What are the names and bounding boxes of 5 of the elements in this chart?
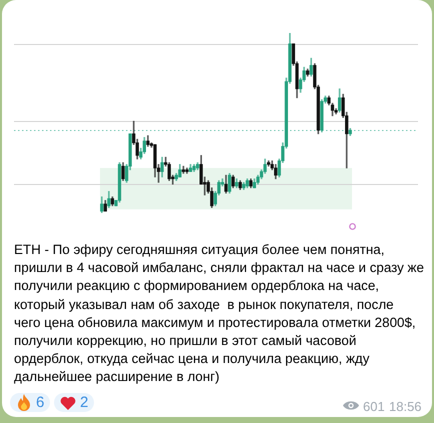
text: 2: [80, 394, 88, 411]
text: ETH - По эфиру сегодняшняя ситуация более чем понятна, пришли в 4 часовой имбаланс, сняли фрактал на часе и сразу же получили реакцию с формированием ордерблока на часе, который указывал нам об заходе в рынок покупателя, после чего цена обновила максимум и протестировала отметки 2800$, получили коррекцию, но пришли в этот самый часовой ордерблок, откуда сейчас цена и получила реакцию, жду дальнейшее расширение в лонг): [14, 241, 425, 386]
text: 18:56: [389, 399, 422, 414]
text: 6: [36, 394, 44, 411]
text: 601: [363, 399, 385, 414]
